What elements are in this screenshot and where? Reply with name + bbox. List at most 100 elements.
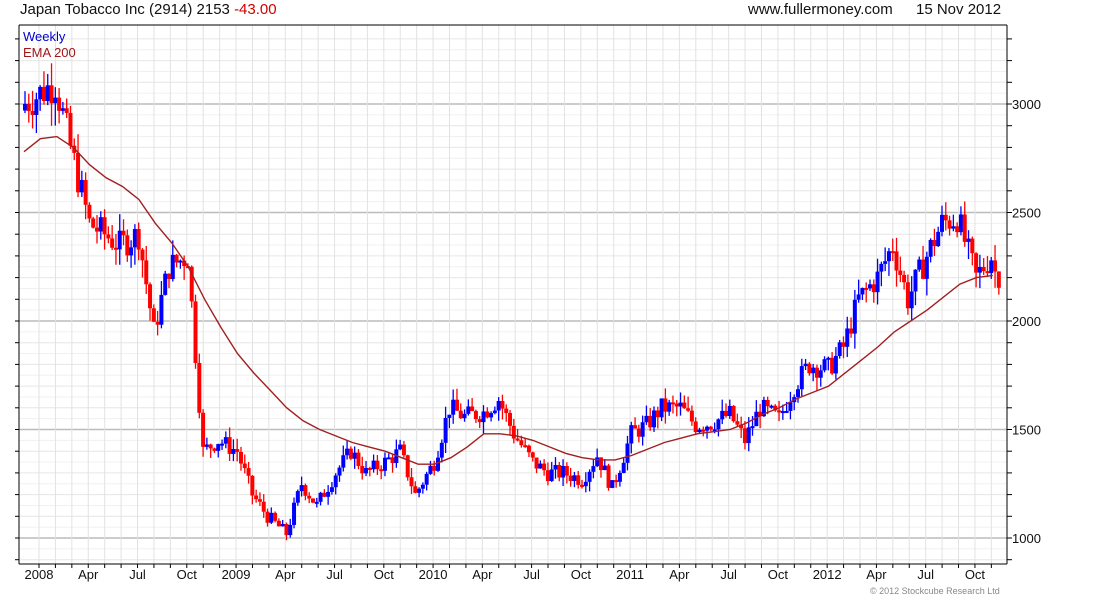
- candle-body: [856, 294, 861, 300]
- x-tick-label: 2012: [813, 567, 842, 582]
- candle-body: [867, 284, 872, 289]
- candle-body: [902, 274, 907, 283]
- candle-body: [508, 412, 513, 426]
- candle-body: [803, 363, 808, 367]
- candle-body: [849, 328, 854, 334]
- candle-body: [648, 415, 653, 428]
- candle-body: [977, 266, 982, 273]
- candle-body: [447, 414, 452, 418]
- candle-body: [553, 465, 558, 470]
- candle-body: [731, 405, 736, 422]
- candle-body: [519, 440, 524, 446]
- candle-body: [735, 421, 740, 425]
- candle-body: [466, 406, 471, 414]
- candle-body: [473, 411, 478, 420]
- candle-body: [371, 460, 376, 470]
- candle-body: [818, 370, 823, 378]
- candle-body: [212, 448, 217, 451]
- candle-body: [481, 411, 486, 423]
- candle-body: [981, 266, 986, 272]
- candle-body: [348, 448, 353, 459]
- candle-body: [284, 523, 289, 536]
- candle-body: [572, 475, 577, 482]
- candle-body: [644, 415, 649, 423]
- candle-body: [921, 259, 926, 279]
- candle-body: [879, 263, 884, 272]
- candle-body: [523, 445, 528, 448]
- candle-body: [477, 419, 482, 423]
- candle-body: [788, 402, 793, 411]
- candle-body: [148, 284, 153, 309]
- candle-body: [250, 475, 255, 496]
- ema-200-line: [23, 135, 993, 465]
- candle-body: [117, 230, 122, 250]
- candle-body: [610, 480, 615, 488]
- candle-body: [227, 437, 232, 454]
- candle-body: [807, 363, 812, 374]
- candle-body: [814, 367, 819, 378]
- candle-body: [826, 357, 831, 360]
- candle-body: [724, 410, 729, 417]
- candle-body: [132, 228, 137, 248]
- candle-body: [526, 445, 531, 453]
- candle-body: [682, 402, 687, 409]
- candle-body: [254, 495, 259, 500]
- candle-body: [318, 492, 323, 502]
- candle-body: [701, 429, 706, 432]
- candle-body: [606, 465, 611, 488]
- candle-body: [197, 362, 202, 413]
- candle-body: [837, 342, 842, 357]
- candle-body: [720, 410, 725, 420]
- candle-body: [405, 455, 410, 478]
- candle-body: [898, 270, 903, 275]
- candle-body: [60, 108, 65, 111]
- candle-body: [30, 111, 35, 115]
- candle-body: [697, 429, 702, 433]
- x-tick-label: Jul: [917, 567, 934, 582]
- candle-body: [871, 284, 876, 293]
- candle-body: [41, 86, 46, 102]
- x-tick-label: Jul: [523, 567, 540, 582]
- candle-body: [166, 273, 171, 280]
- candle-body: [57, 97, 62, 111]
- candle-body: [875, 271, 880, 293]
- candle-body: [746, 427, 751, 444]
- candle-body: [928, 239, 933, 257]
- candle-body: [739, 424, 744, 429]
- candle-body: [356, 452, 361, 466]
- candle-body: [292, 502, 297, 525]
- candle-body: [375, 460, 380, 470]
- candle-body: [417, 488, 422, 493]
- candle-body: [564, 466, 569, 476]
- x-tick-label: Oct: [768, 567, 789, 582]
- candle-body: [144, 260, 149, 285]
- candle-body: [360, 465, 365, 474]
- x-tick-label: 2008: [25, 567, 54, 582]
- candle-body: [216, 444, 221, 451]
- candle-body: [38, 86, 43, 100]
- candle-body: [458, 410, 463, 419]
- candle-body: [341, 455, 346, 468]
- candle-body: [917, 259, 922, 270]
- candle-body: [201, 412, 206, 447]
- x-tick-label: 2011: [616, 567, 644, 582]
- candle-body: [329, 487, 334, 492]
- site-link[interactable]: www.fullermoney.com: [748, 1, 893, 18]
- candle-body: [288, 524, 293, 536]
- candle-body: [716, 419, 721, 430]
- candle-body: [549, 469, 554, 482]
- candle-body: [345, 448, 350, 456]
- candle-body: [129, 247, 134, 256]
- candle-body: [299, 485, 304, 492]
- candle-body: [53, 97, 58, 104]
- x-tick-label: Oct: [571, 567, 592, 582]
- candle-body: [591, 466, 596, 472]
- candle-body: [989, 260, 994, 274]
- candle-body: [280, 523, 285, 527]
- candle-body: [273, 512, 278, 521]
- candle-body: [303, 485, 308, 496]
- candle-body: [322, 492, 327, 497]
- candle-body: [155, 321, 160, 325]
- candle-body: [996, 271, 1001, 288]
- candle-body: [958, 214, 963, 233]
